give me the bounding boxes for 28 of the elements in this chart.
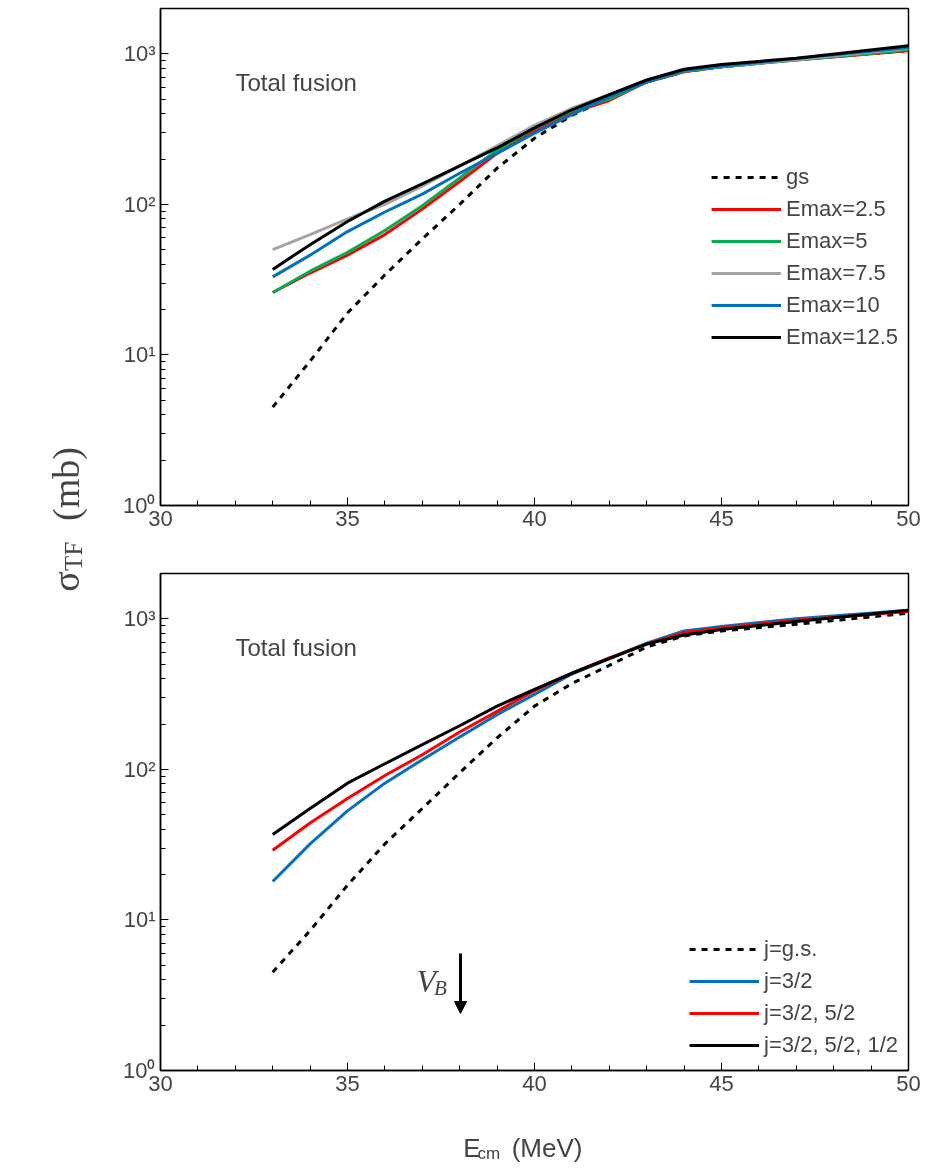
x-tick-label: 45: [709, 505, 734, 531]
legend-label: gs: [786, 162, 810, 191]
x-tick-label: 45: [709, 1070, 734, 1096]
legend-label: j=3/2: [764, 967, 813, 995]
legend-label: Emax=7.5: [786, 258, 886, 287]
y-tick-label: 10²: [123, 756, 156, 782]
legend-label: j=g.s.: [764, 935, 818, 963]
legend-label: j=3/2, 5/2, 1/2: [764, 1031, 898, 1059]
y-tick-label: 10¹: [123, 342, 156, 368]
x-tick-label: 35: [335, 1070, 360, 1096]
legend-label: j=3/2, 5/2: [764, 999, 856, 1027]
y-tick-label: 10³: [123, 41, 156, 67]
x-axis-title: Ecm (MeV): [463, 1132, 583, 1163]
annotation: Total fusion: [235, 68, 357, 96]
annotation: Total fusion: [235, 633, 357, 661]
y-axis-title: σTF (mb): [44, 447, 88, 592]
legend-label: Emax=2.5: [786, 194, 886, 223]
x-tick-label: 35: [335, 505, 360, 531]
x-tick-label: 40: [522, 1070, 547, 1096]
legend-label: Emax=12.5: [786, 322, 898, 351]
legend-label: Emax=10: [786, 290, 880, 319]
x-tick-label: 40: [522, 505, 547, 531]
x-tick-label: 50: [896, 1070, 921, 1096]
y-tick-label: 10²: [123, 191, 156, 217]
legend-label: Emax=5: [786, 226, 868, 255]
y-tick-label: 10¹: [123, 907, 156, 933]
x-tick-label: 50: [896, 505, 921, 531]
y-tick-label: 10³: [123, 606, 156, 632]
